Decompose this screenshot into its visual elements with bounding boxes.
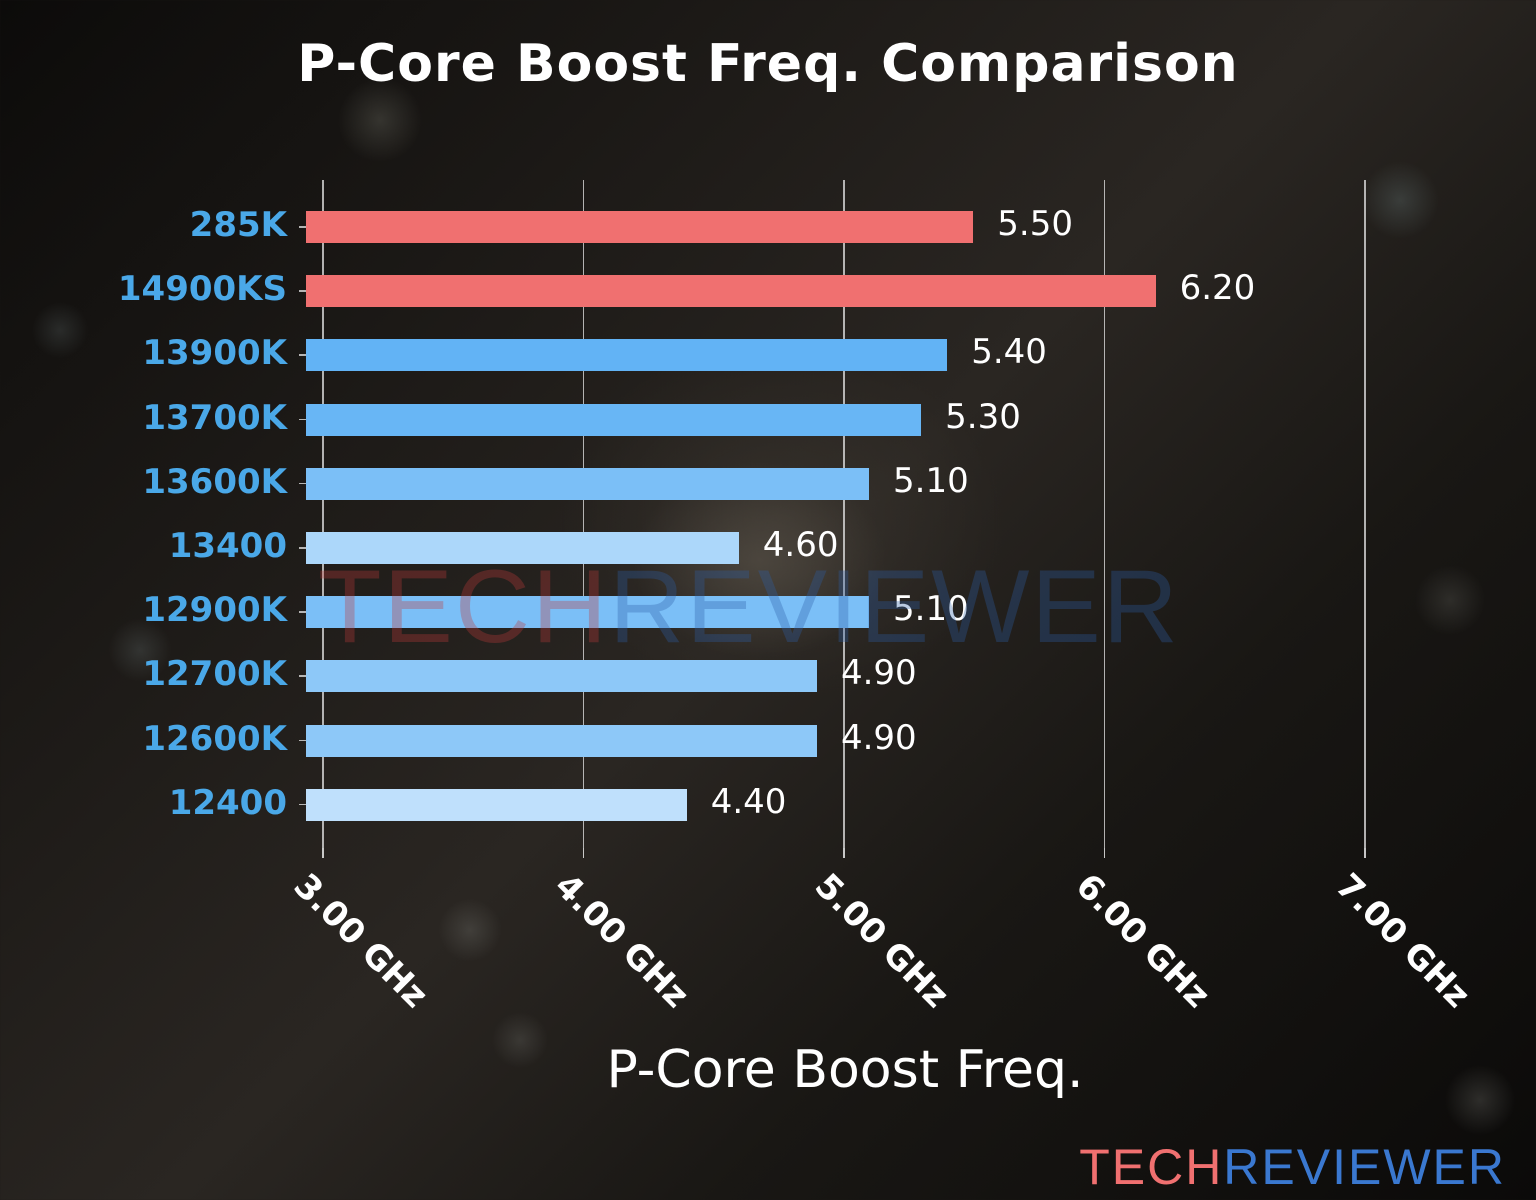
y-category-label: 285K — [189, 205, 287, 245]
y-category-label: 13600K — [142, 461, 287, 502]
bar-value-label: 5.40 — [971, 332, 1047, 373]
x-tick-label: 7.00 GHz — [1327, 866, 1478, 1016]
bar-value-label: 4.90 — [840, 717, 917, 758]
y-tick-mark — [299, 290, 306, 292]
bar — [306, 403, 922, 436]
x-tick-mark — [843, 848, 845, 858]
bar-value-label: 6.20 — [1179, 268, 1256, 309]
y-category-label: 12900K — [142, 590, 287, 631]
y-category-label: 12700K — [142, 654, 287, 695]
bar-value-label: 5.10 — [893, 460, 969, 501]
y-category-label: 13400 — [168, 526, 287, 566]
bar — [306, 724, 817, 757]
watermark: TECHREVIEWER — [318, 548, 1180, 667]
x-tick-mark — [1364, 848, 1366, 858]
bar — [306, 532, 739, 564]
logo-reviewer: REVIEWER — [1223, 1139, 1506, 1195]
bar — [306, 211, 974, 243]
gridline — [1364, 180, 1366, 848]
watermark-tech: TECH — [318, 549, 610, 665]
gridline — [1103, 180, 1105, 848]
techreviewer-logo: TECHREVIEWER — [1079, 1138, 1506, 1196]
bar-value-label: 4.40 — [710, 781, 787, 822]
y-tick-mark — [299, 675, 306, 677]
y-category-label: 14900KS — [117, 269, 287, 310]
bar — [306, 788, 687, 821]
bar-value-label: 5.50 — [997, 204, 1073, 244]
x-axis-label: P-Core Boost Freq. — [606, 1040, 1084, 1100]
x-tick-mark — [1103, 848, 1105, 858]
bar — [306, 660, 817, 693]
y-tick-mark — [299, 547, 306, 549]
y-category-label: 12600K — [142, 718, 287, 759]
y-category-label: 13900K — [142, 333, 287, 374]
y-tick-mark — [299, 482, 306, 485]
x-tick-label: 6.00 GHz — [1067, 866, 1218, 1016]
bar-value-label: 4.90 — [840, 653, 917, 694]
bar-value-label: 5.30 — [945, 396, 1021, 437]
y-tick-mark — [299, 803, 306, 806]
watermark-reviewer: REVIEWER — [609, 549, 1180, 665]
y-tick-mark — [299, 418, 306, 421]
y-category-label: 12400 — [168, 782, 287, 823]
y-tick-mark — [299, 226, 306, 228]
bar — [306, 339, 948, 372]
x-tick-mark — [322, 848, 324, 858]
x-tick-label: 3.00 GHz — [285, 866, 436, 1016]
logo-tech: TECH — [1079, 1139, 1224, 1195]
bar-value-label: 5.10 — [893, 589, 969, 630]
x-tick-label: 5.00 GHz — [806, 866, 957, 1016]
chart-title: P-Core Boost Freq. Comparison — [297, 34, 1239, 94]
bar — [306, 596, 870, 629]
y-tick-mark — [299, 354, 306, 356]
y-tick-mark — [299, 611, 306, 613]
bar — [306, 275, 1156, 308]
y-category-label: 13700K — [142, 397, 287, 438]
gridline — [582, 180, 584, 848]
x-tick-mark — [582, 848, 584, 858]
bar-value-label: 4.60 — [762, 525, 839, 565]
gridline — [322, 180, 324, 848]
bar — [306, 467, 870, 500]
x-tick-label: 4.00 GHz — [546, 866, 697, 1016]
gridline — [843, 180, 845, 848]
y-tick-mark — [299, 739, 306, 742]
